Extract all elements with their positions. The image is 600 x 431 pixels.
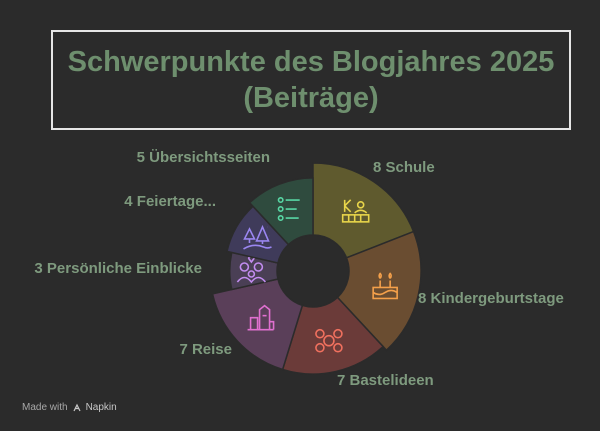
- slice-label: 7 Reise: [179, 341, 232, 358]
- brand-name: Napkin: [85, 402, 117, 413]
- winter-holiday-icon: [243, 224, 272, 250]
- title-box: Schwerpunkte des Blogjahres 2025 (Beiträ…: [51, 30, 571, 130]
- travel-landmark-icon: [247, 304, 275, 331]
- donut-slice-kindergeburtstage: [336, 230, 422, 352]
- made-with-text: Made with: [22, 402, 68, 413]
- slice-label: 4 Feiertage...: [124, 193, 216, 210]
- craft-hands-icon: [315, 328, 343, 353]
- slice-label: 3 Persönliche Einblicke: [34, 260, 202, 277]
- napkin-logo-icon: [73, 403, 81, 411]
- slice-label: 5 Übersichtsseiten: [137, 149, 270, 166]
- donut-slice-bastelideen: [281, 296, 385, 375]
- slice-label: 7 Bastelideen: [337, 372, 434, 389]
- birthday-cake-icon: [372, 272, 398, 300]
- family-icon: [236, 255, 267, 284]
- slice-label: 8 Kindergeburtstage: [418, 290, 564, 307]
- footer: Made with Napkin: [22, 402, 117, 413]
- list-icon: [277, 197, 300, 222]
- chart-title: Schwerpunkte des Blogjahres 2025 (Beiträ…: [67, 46, 555, 114]
- school-icon: [341, 199, 370, 223]
- slice-label: 8 Schule: [373, 159, 435, 176]
